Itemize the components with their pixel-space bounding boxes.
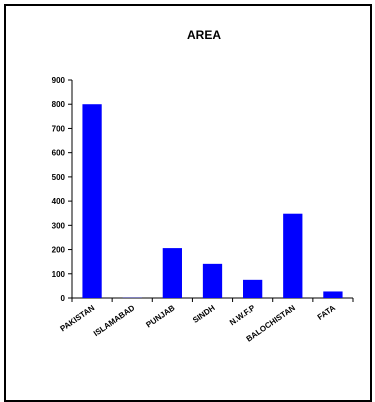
y-tick-label: 500 [52,173,66,182]
y-tick-label: 300 [52,221,66,230]
bar-fata [323,291,342,298]
y-tick-label: 400 [52,197,66,206]
chart-title: AREA [187,28,221,42]
y-tick-label: 0 [61,294,66,303]
x-category-label: SINDH [191,303,217,325]
x-category-label: PAKISTAN [59,303,97,333]
y-axis-ticks: 0 100 200 300 400 500 600 700 800 900 [52,76,72,303]
bar-group [82,104,342,298]
bar-n-w-f-p [243,280,262,298]
x-category-label: N.W.F.P [228,303,257,327]
y-tick-label: 800 [52,100,66,109]
y-tick-label: 600 [52,149,66,158]
y-tick-label: 100 [52,270,66,279]
x-category-label: PUNJAB [144,303,176,329]
bar-punjab [163,248,182,298]
y-tick-label: 700 [52,124,66,133]
bar-balochistan [283,214,302,298]
x-category-label: FATA [316,303,337,322]
y-tick-label: 900 [52,76,66,85]
bar-pakistan [82,104,101,298]
x-category-label: ISLAMABAD [92,303,137,338]
bar-sindh [203,264,222,298]
x-axis-ticks [72,298,353,302]
y-tick-label: 200 [52,246,66,255]
